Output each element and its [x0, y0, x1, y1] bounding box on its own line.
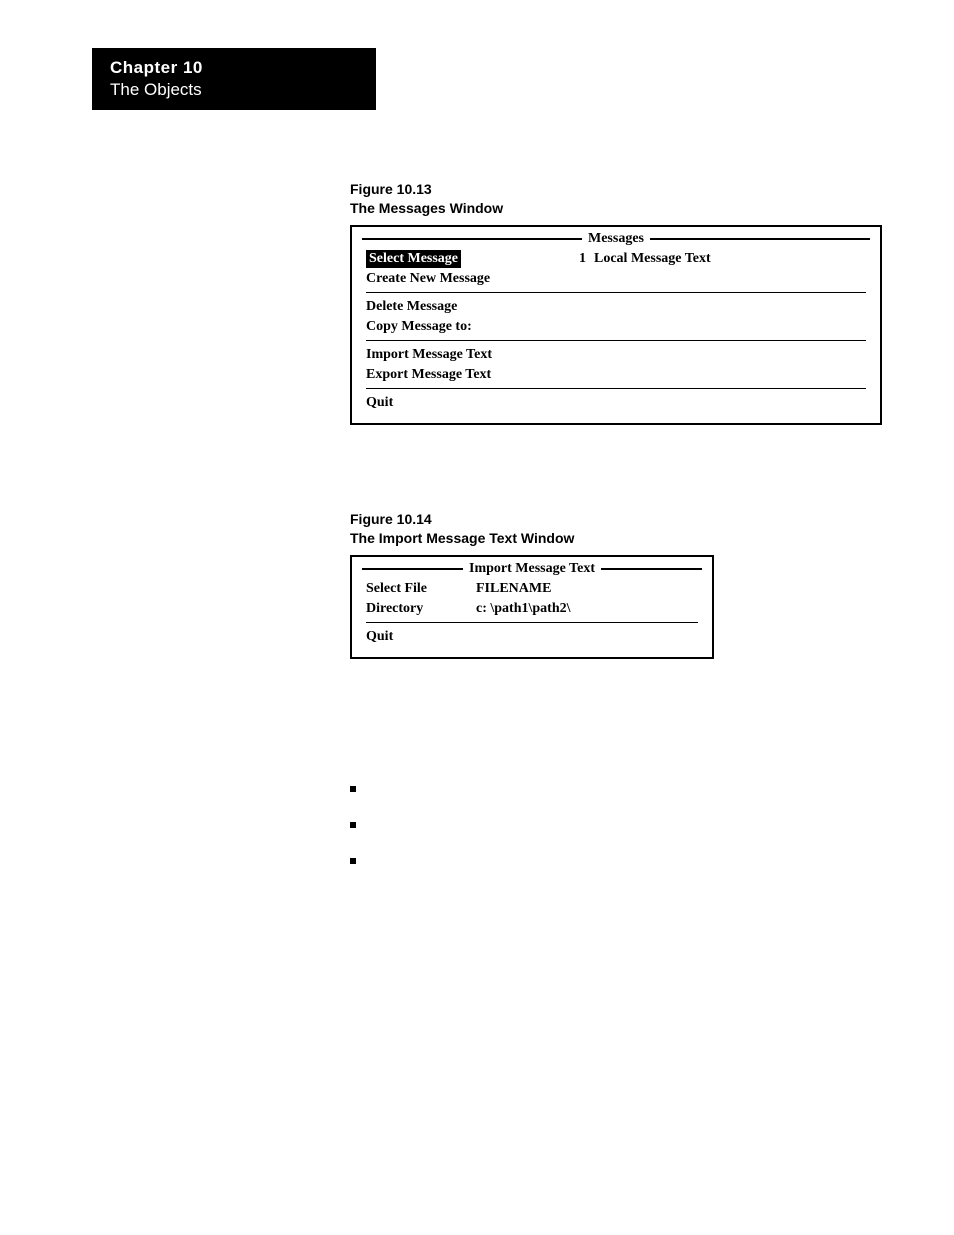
menu-item-select-message[interactable]: Select Message 1 Local Message Text [366, 249, 866, 269]
bullet-icon [350, 858, 356, 864]
menu-item-export[interactable]: Export Message Text [366, 365, 866, 385]
figure-2-title: The Import Message Text Window [350, 529, 870, 548]
menu-separator [366, 388, 866, 389]
messages-menu: Select Message 1 Local Message Text Crea… [356, 247, 876, 419]
menu-separator [366, 292, 866, 293]
figure-1-window: Messages Select Message 1 Local Message … [350, 225, 870, 425]
figure-1-title: The Messages Window [350, 199, 870, 218]
window-title: Messages [588, 231, 644, 247]
page: Chapter 10 The Objects Figure 10.13 The … [0, 0, 954, 1235]
window-title: Import Message Text [469, 561, 595, 577]
figure-1-caption: Figure 10.13 The Messages Window [350, 180, 870, 218]
rule-right [650, 238, 870, 240]
menu-item-create-new[interactable]: Create New Message [366, 269, 866, 289]
import-menu: Select File FILENAME Directory c: \path1… [356, 577, 708, 653]
selected-menu-label: Select Message [366, 250, 461, 268]
message-index: 1 [566, 250, 594, 268]
figure-2-window: Import Message Text Select File FILENAME… [350, 555, 870, 659]
menu-item-quit[interactable]: Quit [366, 393, 866, 413]
menu-item-quit[interactable]: Quit [366, 627, 698, 647]
menu-item-copy-to[interactable]: Copy Message to: [366, 317, 866, 337]
figure-2-caption: Figure 10.14 The Import Message Text Win… [350, 510, 870, 548]
menu-item-delete[interactable]: Delete Message [366, 297, 866, 317]
window-titlebar: Messages [356, 231, 876, 247]
message-value: Local Message Text [594, 250, 711, 268]
chapter-number: Chapter 10 [110, 58, 358, 78]
menu-item-directory[interactable]: Directory c: \path1\path2\ [366, 599, 698, 619]
window-titlebar: Import Message Text [356, 561, 708, 577]
figure-2-number: Figure 10.14 [350, 510, 870, 529]
chapter-title: The Objects [110, 80, 358, 100]
menu-separator [366, 340, 866, 341]
menu-item-import[interactable]: Import Message Text [366, 345, 866, 365]
rule-right [601, 568, 702, 570]
rule-left [362, 238, 582, 240]
menu-separator [366, 622, 698, 623]
messages-window-frame: Messages Select Message 1 Local Message … [350, 225, 882, 425]
bullet-icon [350, 786, 356, 792]
chapter-header: Chapter 10 The Objects [92, 48, 376, 110]
menu-item-select-file[interactable]: Select File FILENAME [366, 579, 698, 599]
rule-left [362, 568, 463, 570]
bullet-icon [350, 822, 356, 828]
bullet-list [350, 786, 356, 894]
figure-1-number: Figure 10.13 [350, 180, 870, 199]
import-window-frame: Import Message Text Select File FILENAME… [350, 555, 714, 659]
